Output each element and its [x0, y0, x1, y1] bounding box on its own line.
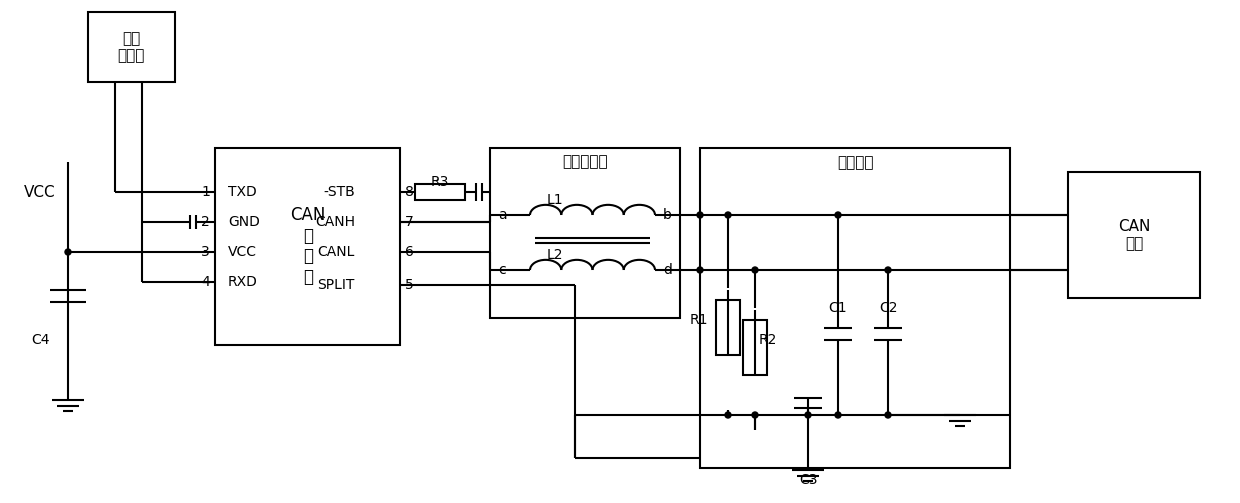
Text: 2: 2: [201, 215, 210, 229]
Text: CANH: CANH: [315, 215, 355, 229]
Bar: [701, 148, 1011, 468]
Text: 7: 7: [405, 215, 414, 229]
Text: C3: C3: [799, 473, 817, 487]
Text: b: b: [663, 208, 672, 222]
Circle shape: [805, 412, 811, 418]
Text: L2: L2: [547, 248, 563, 262]
Text: L1: L1: [547, 193, 563, 207]
Text: GND: GND: [228, 215, 260, 229]
Bar: [743, 320, 768, 375]
Bar: [490, 148, 680, 318]
Circle shape: [835, 412, 841, 418]
Text: CAN
总线: CAN 总线: [1117, 219, 1151, 251]
Bar: [215, 148, 401, 345]
Text: 4: 4: [201, 275, 210, 289]
Circle shape: [751, 267, 758, 273]
Text: 中央
控制器: 中央 控制器: [118, 31, 145, 63]
Text: C1: C1: [828, 301, 847, 315]
Text: VCC: VCC: [25, 185, 56, 200]
Text: 8: 8: [405, 185, 414, 199]
Circle shape: [697, 212, 703, 218]
Text: 3: 3: [201, 245, 210, 259]
Text: 6: 6: [405, 245, 414, 259]
Circle shape: [725, 412, 732, 418]
Text: CAN
收
发
器: CAN 收 发 器: [290, 206, 326, 286]
Circle shape: [885, 412, 892, 418]
Text: 5: 5: [405, 278, 414, 292]
Text: C4: C4: [31, 333, 50, 347]
Text: c: c: [498, 263, 506, 277]
Circle shape: [725, 212, 732, 218]
Circle shape: [835, 212, 841, 218]
Bar: [1068, 172, 1200, 298]
Text: VCC: VCC: [228, 245, 257, 259]
Text: d: d: [663, 263, 672, 277]
Text: CANL: CANL: [317, 245, 355, 259]
Bar: [88, 12, 175, 82]
Text: RXD: RXD: [228, 275, 258, 289]
Text: R3: R3: [430, 175, 449, 189]
Text: -STB: -STB: [324, 185, 355, 199]
Circle shape: [885, 267, 892, 273]
Text: a: a: [498, 208, 507, 222]
Text: TXD: TXD: [228, 185, 257, 199]
Text: R2: R2: [759, 333, 777, 347]
Bar: [415, 184, 465, 200]
Circle shape: [697, 267, 703, 273]
Text: R1: R1: [689, 313, 708, 327]
Text: 共模电感器: 共模电感器: [562, 154, 608, 170]
Text: 1: 1: [201, 185, 210, 199]
Text: 滤波电路: 滤波电路: [837, 155, 873, 171]
Circle shape: [64, 249, 71, 255]
Bar: [715, 300, 740, 355]
Text: SPLIT: SPLIT: [317, 278, 355, 292]
Circle shape: [751, 412, 758, 418]
Text: C2: C2: [879, 301, 898, 315]
